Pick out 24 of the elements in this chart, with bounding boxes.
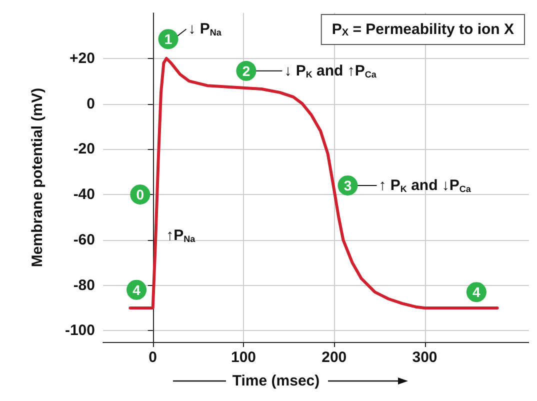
x-tick-label: 200	[322, 349, 347, 366]
annotation: 4	[132, 282, 141, 298]
annotation: ↓ PNa	[188, 20, 222, 38]
y-axis-title: Membrane potential (mV)	[29, 88, 46, 268]
annotation: 0	[136, 186, 144, 203]
y-tick-label: -100	[64, 322, 95, 340]
y-tick-label: +20	[70, 50, 95, 67]
y-tick-label: -60	[73, 231, 95, 248]
y-tick-label: 0	[86, 95, 95, 112]
annotation: 2	[242, 62, 250, 79]
y-tick-label: -80	[73, 276, 95, 294]
y-tick-label: -40	[73, 186, 95, 204]
annotation: 3	[344, 177, 352, 194]
line-series	[128, 56, 499, 310]
annotation: ↑PNa	[166, 227, 196, 244]
annotation: ↓ PK and ↑PCa	[284, 62, 378, 80]
y-tick-label: -20	[73, 140, 95, 158]
x-tick-label: 0	[148, 349, 158, 366]
annotation: 1	[164, 31, 172, 48]
x-tick-label: 300	[412, 349, 438, 366]
annotation: 4	[472, 284, 481, 300]
x-axis-title: Time (msec)	[232, 372, 320, 390]
x-tick-label: 100	[230, 349, 256, 366]
annotation: ↑ PK and ↓PCa	[378, 176, 472, 194]
